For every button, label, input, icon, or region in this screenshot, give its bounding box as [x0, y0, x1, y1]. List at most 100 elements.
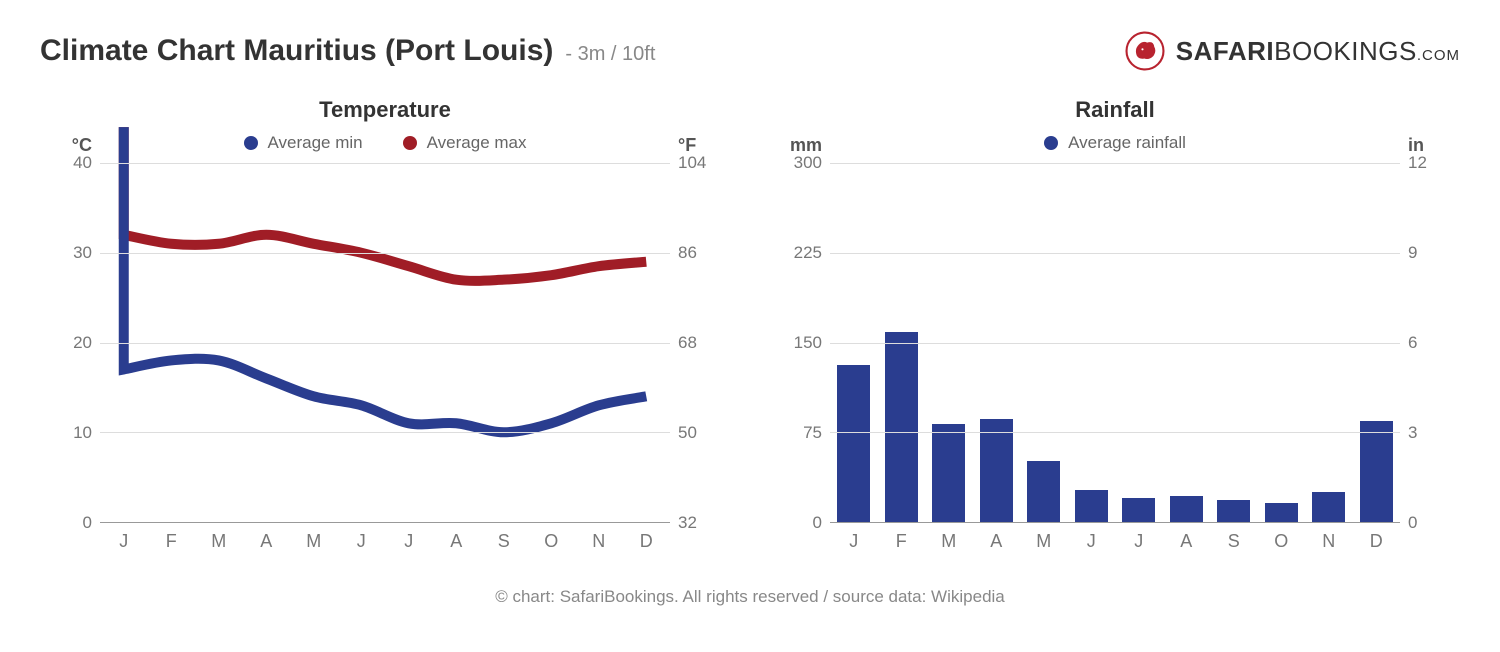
y-tick: 86: [678, 243, 697, 263]
bar: [1170, 496, 1203, 522]
logo: SAFARIBOOKINGS.COM: [1124, 30, 1460, 72]
rain-y-axis-mm: mm 075150225300: [770, 163, 830, 523]
y-tick: 12: [1408, 153, 1427, 173]
rainfall-legend: Average rainfall: [770, 133, 1460, 153]
rain-y-axis-in: in 036912: [1400, 163, 1460, 523]
x-label: J: [830, 531, 878, 552]
bar: [885, 332, 918, 522]
rainfall-x-labels: JFMAMJJASOND: [830, 531, 1400, 552]
temperature-legend: Average min Average max: [40, 133, 730, 153]
x-label: J: [385, 531, 433, 552]
x-label: O: [528, 531, 576, 552]
y-tick: 40: [73, 153, 92, 173]
x-label: F: [878, 531, 926, 552]
x-label: M: [925, 531, 973, 552]
gridline: [830, 253, 1400, 254]
y-tick: 300: [794, 153, 822, 173]
temperature-plot-area: [100, 163, 670, 523]
bar: [837, 365, 870, 522]
x-label: N: [1305, 531, 1353, 552]
bar: [1075, 490, 1108, 522]
legend-item: Average min: [244, 133, 363, 153]
x-label: S: [1210, 531, 1258, 552]
x-label: N: [575, 531, 623, 552]
y-tick: 0: [1408, 513, 1417, 533]
legend-label: Average min: [268, 133, 363, 153]
gridline: [830, 432, 1400, 433]
bar: [1027, 461, 1060, 522]
x-label: J: [100, 531, 148, 552]
y-tick: 0: [813, 513, 822, 533]
gridline: [100, 163, 670, 164]
y-tick: 32: [678, 513, 697, 533]
lion-icon: [1124, 30, 1166, 72]
y-tick: 75: [803, 423, 822, 443]
legend-item: Average max: [403, 133, 527, 153]
y-tick: 150: [794, 333, 822, 353]
legend-label: Average rainfall: [1068, 133, 1186, 153]
y-tick: 9: [1408, 243, 1417, 263]
gridline: [100, 343, 670, 344]
gridline: [830, 343, 1400, 344]
x-label: D: [1353, 531, 1401, 552]
y-tick: 10: [73, 423, 92, 443]
header: Climate Chart Mauritius (Port Louis) - 3…: [40, 30, 1460, 72]
x-label: J: [338, 531, 386, 552]
temperature-chart-title: Temperature: [40, 97, 730, 123]
x-label: F: [148, 531, 196, 552]
bar: [1312, 492, 1345, 522]
legend-marker-icon: [403, 136, 417, 150]
y-tick: 104: [678, 153, 706, 173]
charts-row: Temperature Average minAverage max °C 01…: [40, 97, 1460, 552]
gridline: [100, 432, 670, 433]
logo-text-thin: BOOKINGS: [1274, 36, 1417, 66]
temperature-plot: °C 010203040 °F 32506886104: [40, 163, 730, 523]
temp-y-axis-f: °F 32506886104: [670, 163, 730, 523]
temperature-chart: Temperature Average minAverage max °C 01…: [40, 97, 730, 552]
y-tick: 20: [73, 333, 92, 353]
y-tick: 225: [794, 243, 822, 263]
legend-label: Average max: [427, 133, 527, 153]
bar: [932, 424, 965, 522]
rainfall-chart: Rainfall Average rainfall mm 07515022530…: [770, 97, 1460, 552]
bar: [1265, 503, 1298, 522]
y-tick: 3: [1408, 423, 1417, 443]
temp-y-axis-c: °C 010203040: [40, 163, 100, 523]
page-subtitle: - 3m / 10ft: [565, 43, 655, 66]
temperature-x-labels: JFMAMJJASOND: [100, 531, 670, 552]
bar: [980, 419, 1013, 522]
x-label: J: [1115, 531, 1163, 552]
title-wrap: Climate Chart Mauritius (Port Louis) - 3…: [40, 34, 655, 68]
rainfall-plot: mm 075150225300 in 036912: [770, 163, 1460, 523]
x-label: M: [1020, 531, 1068, 552]
footer: © chart: SafariBookings. All rights rese…: [40, 587, 1460, 607]
x-label: M: [290, 531, 338, 552]
x-label: M: [195, 531, 243, 552]
x-label: O: [1258, 531, 1306, 552]
y-tick: 6: [1408, 333, 1417, 353]
rainfall-plot-area: [830, 163, 1400, 523]
legend-item: Average rainfall: [1044, 133, 1186, 153]
gridline: [100, 253, 670, 254]
x-label: A: [1163, 531, 1211, 552]
legend-marker-icon: [1044, 136, 1058, 150]
x-label: A: [243, 531, 291, 552]
logo-text-bold: SAFARI: [1176, 36, 1274, 66]
bar: [1360, 421, 1393, 522]
x-label: J: [1068, 531, 1116, 552]
bar: [1122, 498, 1155, 522]
legend-marker-icon: [244, 136, 258, 150]
y-tick: 68: [678, 333, 697, 353]
x-label: D: [623, 531, 671, 552]
chart-line: [124, 127, 647, 432]
y-tick: 50: [678, 423, 697, 443]
logo-text: SAFARIBOOKINGS.COM: [1176, 36, 1460, 67]
x-label: A: [973, 531, 1021, 552]
logo-text-domain: .COM: [1417, 47, 1460, 64]
x-label: A: [433, 531, 481, 552]
rainfall-chart-title: Rainfall: [770, 97, 1460, 123]
page-title: Climate Chart Mauritius (Port Louis): [40, 34, 553, 68]
x-label: S: [480, 531, 528, 552]
bar: [1217, 500, 1250, 522]
y-tick: 30: [73, 243, 92, 263]
